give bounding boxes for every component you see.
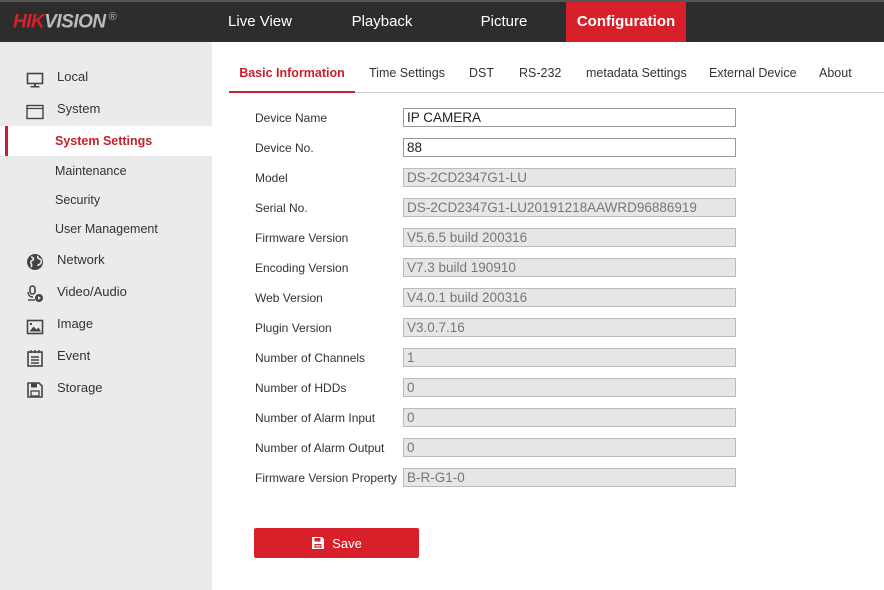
device-no--label: Device No. (255, 141, 314, 155)
sidebar-item-label: Event (57, 348, 91, 363)
firmware-version-property-label: Firmware Version Property (255, 471, 398, 485)
number-of-channels-label: Number of Channels (255, 351, 366, 365)
save-button[interactable]: Save (254, 528, 419, 558)
number-of-channels-field: 1 (403, 348, 736, 367)
sidebar-item-security[interactable]: Security (0, 185, 212, 215)
image-icon (26, 316, 44, 335)
sidebar-item-label: Local (57, 69, 89, 84)
number-of-alarm-input-label: Number of Alarm Input (255, 411, 376, 425)
serial-no--label: Serial No. (255, 201, 308, 215)
top-bar: HIKVISION ® Live View Playback Picture Co… (0, 0, 884, 42)
floppy-disk-icon (312, 537, 325, 549)
serial-no--field: DS-2CD2347G1-LU20191218AAWRD96886919 (403, 198, 736, 217)
sidebar-item-system-settings[interactable]: System Settings (0, 126, 212, 156)
sidebar-item-video-audio[interactable]: Video/Audio (0, 277, 212, 307)
number-of-alarm-input-field: 0 (403, 408, 736, 427)
number-of-hdds-label: Number of HDDs (255, 381, 347, 395)
sidebar-item-image[interactable]: Image (0, 309, 212, 339)
device-no--field[interactable]: 88 (403, 138, 736, 157)
video-audio-icon (26, 284, 44, 302)
tab-time-settings[interactable]: Time Settings (369, 66, 445, 80)
nav-configuration[interactable]: Configuration (566, 2, 686, 42)
firmware-version-property-field: B-R-G1-0 (403, 468, 736, 487)
sidebar-item-maintenance[interactable]: Maintenance (0, 156, 212, 186)
tab-rs-232[interactable]: RS-232 (519, 66, 562, 80)
sidebar: Local System System Settings Maintenance Sec… (0, 42, 212, 590)
encoding-version-field: V7.3 build 190910 (403, 258, 736, 277)
sidebar-item-label: Image (57, 316, 94, 331)
tab-external-device[interactable]: External Device (709, 66, 797, 80)
sidebar-item-label: System (57, 101, 101, 116)
sidebar-item-label: Security (55, 193, 101, 207)
tab-basic-information[interactable]: Basic Information (229, 56, 355, 93)
device-name-field[interactable]: IP CAMERA (403, 108, 736, 127)
sidebar-item-storage[interactable]: Storage (0, 373, 212, 403)
storage-icon (26, 380, 44, 398)
save-label: Save (332, 535, 362, 551)
sidebar-item-local[interactable]: Local (0, 62, 212, 92)
event-icon (26, 348, 44, 367)
model-label: Model (255, 171, 288, 185)
globe-icon (26, 252, 44, 270)
sidebar-item-label: User Management (55, 222, 158, 236)
model-field: DS-2CD2347G1-LU (403, 168, 736, 187)
sidebar-item-network[interactable]: Network (0, 245, 212, 275)
web-version-label: Web Version (255, 291, 323, 305)
monitor-icon (26, 69, 44, 88)
number-of-hdds-field: 0 (403, 378, 736, 397)
plugin-version-label: Plugin Version (255, 321, 332, 335)
sidebar-item-label: Maintenance (55, 164, 127, 178)
encoding-version-label: Encoding Version (255, 261, 349, 275)
nav-picture[interactable]: Picture (480, 13, 528, 30)
tab-bar: Basic Information Time Settings DST RS-232 m… (229, 56, 884, 93)
sidebar-item-label: System Settings (55, 134, 153, 148)
hikvision-logo: HIKVISION ® (13, 11, 117, 33)
tab-dst[interactable]: DST (469, 66, 494, 80)
nav-playback[interactable]: Playback (351, 13, 413, 30)
sidebar-item-label: Network (57, 252, 105, 267)
window-icon (26, 101, 44, 120)
web-version-field: V4.0.1 build 200316 (403, 288, 736, 307)
nav-live-view[interactable]: Live View (228, 13, 292, 30)
tab-about[interactable]: About (819, 66, 852, 80)
firmware-version-field: V5.6.5 build 200316 (403, 228, 736, 247)
sidebar-item-label: Storage (57, 380, 103, 395)
tab-metadata-settings[interactable]: metadata Settings (586, 66, 687, 80)
firmware-version-label: Firmware Version (255, 231, 349, 245)
plugin-version-field: V3.0.7.16 (403, 318, 736, 337)
sidebar-item-label: Video/Audio (57, 284, 127, 299)
sidebar-item-user-management[interactable]: User Management (0, 214, 212, 244)
number-of-alarm-output-label: Number of Alarm Output (255, 441, 385, 455)
device-name-label: Device Name (255, 111, 328, 125)
sidebar-item-system[interactable]: System (0, 94, 212, 124)
number-of-alarm-output-field: 0 (403, 438, 736, 457)
sidebar-item-event[interactable]: Event (0, 341, 212, 371)
